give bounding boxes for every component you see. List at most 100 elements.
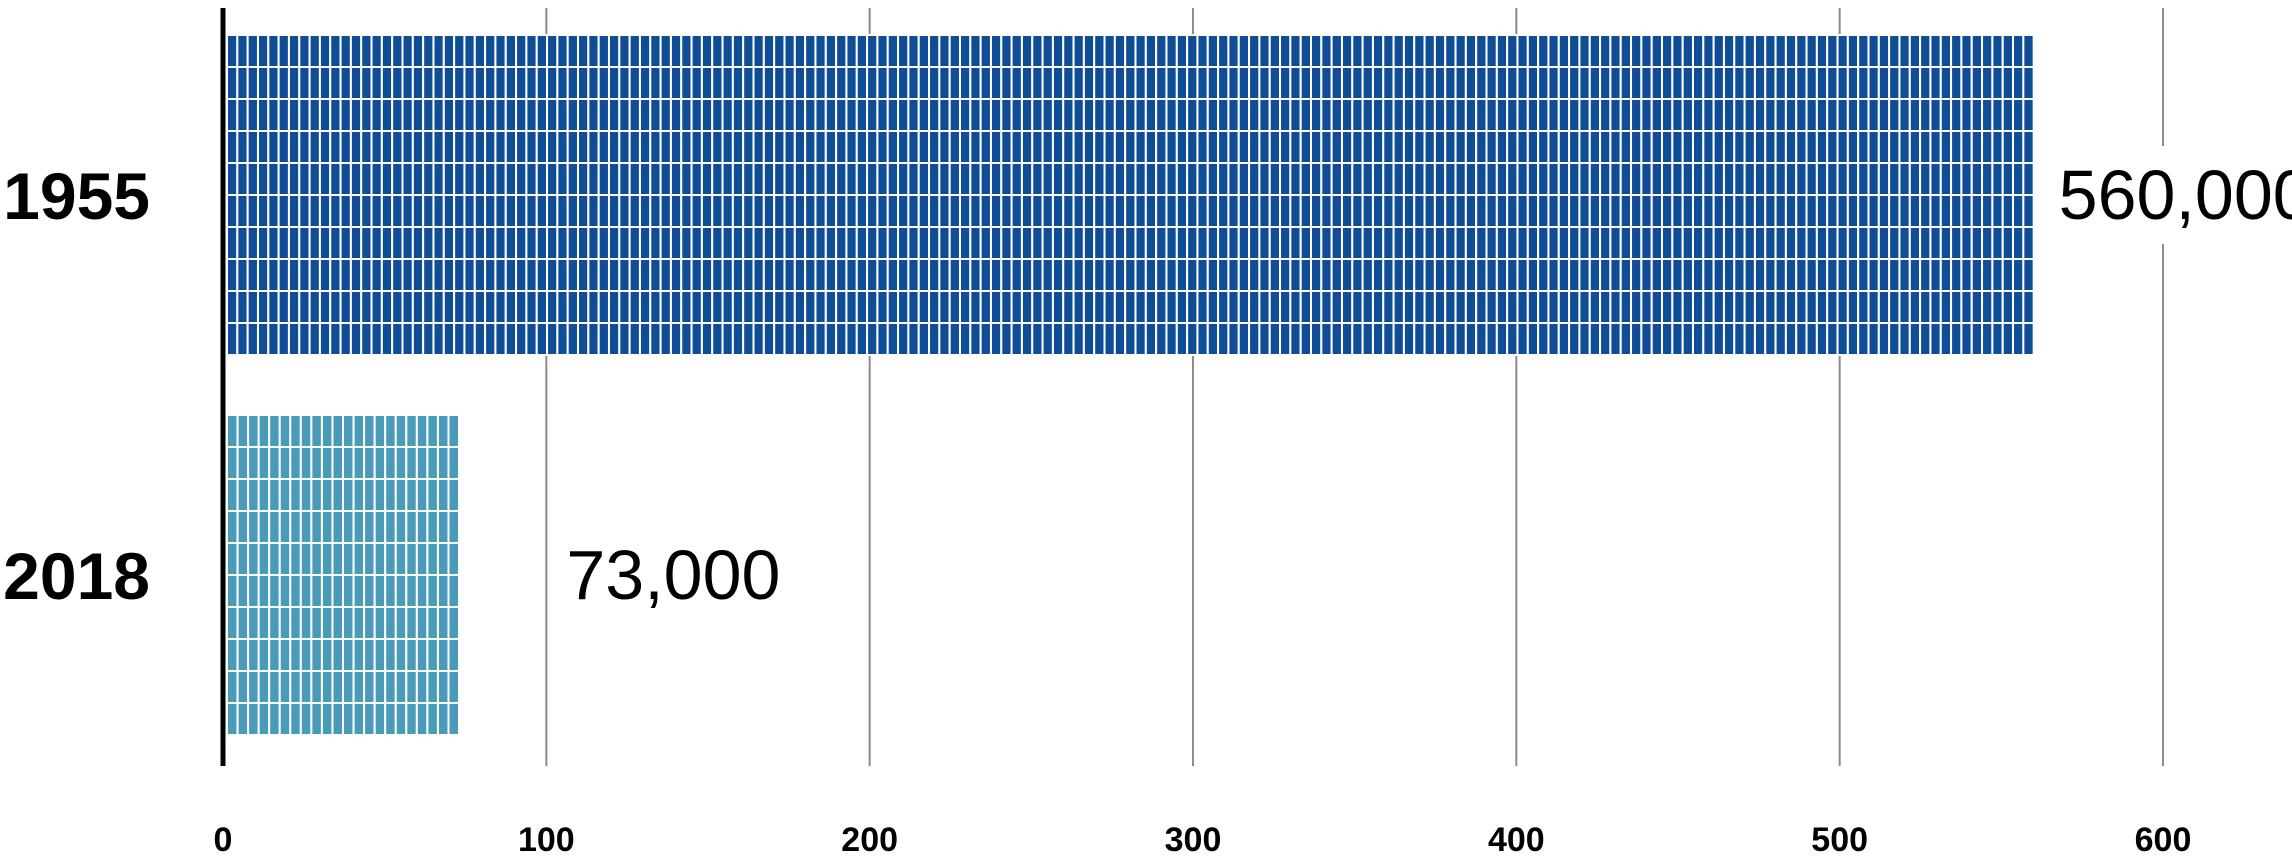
bar-cell [752, 130, 765, 164]
bar-cell [1681, 130, 1694, 164]
bar-cell [1175, 226, 1189, 260]
bar-cell [721, 322, 734, 356]
bar-cell [247, 638, 260, 672]
bar-cell [1950, 290, 1963, 324]
bar-cell [1630, 258, 1643, 292]
bar-cell [1671, 194, 1684, 228]
bar-cell [659, 130, 672, 164]
bar-cell [384, 542, 397, 576]
bar-cell [700, 162, 714, 196]
bar-cell [1392, 66, 1405, 100]
bar-cell [587, 98, 600, 132]
bar-cell [360, 34, 373, 68]
bar-cell [331, 542, 345, 576]
bar-cell [855, 34, 869, 68]
bar-cell [917, 290, 931, 324]
bar-cell [432, 194, 445, 228]
bar-cell [320, 670, 334, 704]
bar-cell [1640, 66, 1653, 100]
bar-cell [342, 542, 355, 576]
bar-cell [618, 162, 631, 196]
bar-cell [783, 290, 796, 324]
bar-cell [1196, 194, 1209, 228]
bar-cell [804, 258, 817, 292]
bar-cell [1082, 162, 1096, 196]
bar-cell [1433, 98, 1447, 132]
bar-cell [1619, 34, 1633, 68]
bar-cell [236, 258, 249, 292]
bar-cell [1898, 98, 1911, 132]
bar-cell [1082, 98, 1096, 132]
bar-cell [1774, 194, 1787, 228]
bar-cell [1103, 258, 1116, 292]
bar-cell [1413, 194, 1426, 228]
bar-cell [1402, 226, 1416, 260]
bar-cell [928, 98, 941, 132]
bar-cell [494, 226, 507, 260]
bar-cell [886, 66, 900, 100]
bar-cell [352, 478, 366, 512]
bar-cell [1031, 194, 1044, 228]
bar-cell [1795, 226, 1808, 260]
bar-cell [308, 130, 321, 164]
bar-cell [1919, 34, 1932, 68]
bar-cell [1537, 66, 1550, 100]
bar-cell [1815, 322, 1829, 356]
bar-cell [463, 162, 476, 196]
bar-cell [370, 34, 383, 68]
bar-cell [484, 258, 497, 292]
bar-cell [546, 162, 559, 196]
bar-cell [607, 322, 621, 356]
bar-cell [1619, 226, 1633, 260]
bar-cell [360, 290, 373, 324]
bar-cell [546, 34, 559, 68]
bar-cell [298, 258, 311, 292]
bar-cell [938, 66, 951, 100]
bar-cell [680, 226, 693, 260]
bar-cell [1702, 130, 1715, 164]
bar-cell [1485, 258, 1498, 292]
bar-cell [1815, 130, 1829, 164]
bar-cell [1516, 162, 1529, 196]
bar-cell [1402, 98, 1416, 132]
bar-cell [669, 130, 683, 164]
bar-cell [447, 478, 461, 512]
bar-cell [1929, 226, 1942, 260]
bar-cell [762, 98, 776, 132]
bar-cell [226, 446, 239, 480]
bar-cell [473, 34, 487, 68]
bar-cell [824, 194, 838, 228]
bar-cell [866, 162, 879, 196]
bar-cell [958, 226, 972, 260]
bar-cell [804, 98, 817, 132]
bar-cell [432, 322, 445, 356]
bar-cell [1041, 226, 1054, 260]
bar-cell [247, 702, 260, 736]
bar-cell [618, 290, 631, 324]
bar-cell [1134, 322, 1147, 356]
bar-cell [1526, 66, 1540, 100]
bar-cell [320, 574, 334, 608]
bar-cell [1340, 258, 1354, 292]
bar-cell [1537, 130, 1550, 164]
bar-cell [597, 34, 610, 68]
bar-cell [1671, 98, 1684, 132]
bar-cell [1537, 322, 1550, 356]
bar-cell [405, 446, 418, 480]
bar-cell [298, 130, 311, 164]
bar-cell [1000, 34, 1013, 68]
bar-cell [855, 130, 869, 164]
bar-cell [278, 606, 292, 640]
bar-cell [329, 258, 342, 292]
bar-cell [1351, 322, 1364, 356]
bar-cell [484, 162, 497, 196]
bar-cell [1568, 66, 1581, 100]
bar-cell [1495, 194, 1509, 228]
bar-cell [256, 322, 270, 356]
bar-cell [1733, 130, 1746, 164]
bar-cell [310, 638, 323, 672]
bar-cell [247, 478, 260, 512]
bar-cell [1712, 130, 1725, 164]
bar-cell [2012, 290, 2025, 324]
bar-cell [1836, 194, 1849, 228]
